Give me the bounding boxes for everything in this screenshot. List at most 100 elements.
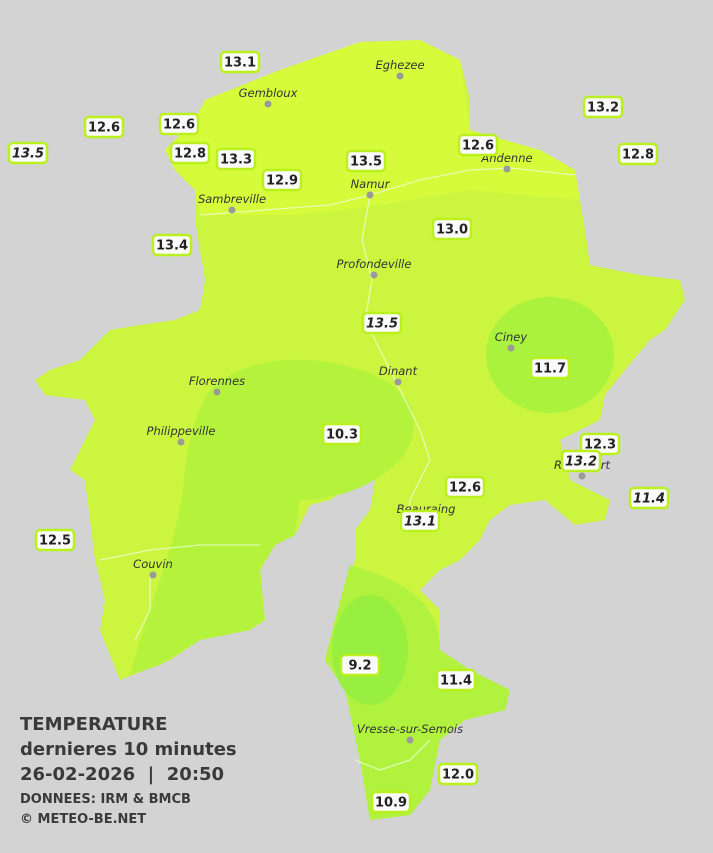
city-dot (507, 344, 515, 352)
station: 13.5 (7, 141, 49, 165)
city-dot (366, 191, 374, 199)
subtitle: dernieres 10 minutes (20, 739, 237, 760)
station-value: 9.2 (348, 659, 371, 674)
station: 13.2 (582, 95, 624, 119)
station-value: 13.1 (224, 56, 256, 71)
title: TEMPERATURE (20, 714, 167, 735)
city-dot (370, 271, 378, 279)
station: 12.8 (169, 141, 211, 165)
station: 12.6 (457, 133, 499, 157)
city-dot (406, 736, 414, 744)
station-value: 12.6 (163, 118, 195, 133)
city-dot (228, 206, 236, 214)
city-label: Couvin (133, 557, 173, 571)
city-dot (394, 378, 402, 386)
credit: © METEO-BE.NET (20, 812, 146, 827)
station-value: 12.6 (88, 121, 120, 136)
station-value: 12.6 (449, 481, 481, 496)
station: 10.9 (370, 790, 412, 814)
station-value: 13.4 (156, 239, 188, 254)
station-box (158, 112, 200, 136)
station-box (457, 133, 499, 157)
city-label: Vresse-sur-Semois (357, 722, 463, 736)
station-value: 12.8 (622, 148, 654, 163)
city-label: Sambreville (198, 192, 266, 206)
city-dot (578, 472, 586, 480)
station: 12.6 (83, 115, 125, 139)
station: 11.7 (529, 356, 571, 380)
station: 12.9 (261, 168, 303, 192)
station-value: 11.4 (440, 674, 472, 689)
station: 13.1 (399, 509, 441, 533)
city-label: Ciney (495, 330, 528, 344)
station-value: 12.0 (442, 768, 474, 783)
station-box (399, 509, 441, 533)
station-value: 13.5 (12, 147, 44, 162)
city-label: Profondeville (337, 257, 412, 271)
station-value: 12.5 (39, 534, 71, 549)
station-box (151, 233, 193, 257)
city-label: Philippeville (147, 424, 216, 438)
station-box (437, 762, 479, 786)
station-value: 10.9 (375, 796, 407, 811)
station-value: 11.7 (534, 362, 566, 377)
station-box (628, 486, 670, 510)
station: 12.5 (34, 528, 76, 552)
station-box (582, 95, 624, 119)
station-box (444, 475, 486, 499)
station: 12.8 (617, 142, 659, 166)
city-dot (213, 388, 221, 396)
station: 13.5 (361, 311, 403, 335)
station-box (83, 115, 125, 139)
station-value: 12.3 (584, 438, 616, 453)
station-value: 13.2 (565, 455, 597, 470)
station-box (34, 528, 76, 552)
station-box (617, 142, 659, 166)
city-dot (396, 72, 404, 80)
city-dot (503, 165, 511, 173)
station: 12.0 (437, 762, 479, 786)
station: 12.6 (444, 475, 486, 499)
station-value: 13.0 (436, 223, 468, 238)
station: 11.4 (435, 668, 477, 692)
station-box (361, 311, 403, 335)
station-value: 12.6 (462, 139, 494, 154)
station: 9.2 (339, 653, 381, 677)
station-value: 12.9 (266, 174, 298, 189)
city-label: Namur (351, 177, 391, 191)
station-value: 13.5 (366, 317, 398, 332)
station: 13.1 (219, 50, 261, 74)
station: 13.2 (560, 449, 602, 473)
cool-zone-ciney (486, 297, 614, 413)
station-box (345, 149, 387, 173)
station: 13.4 (151, 233, 193, 257)
station-box (370, 790, 412, 814)
city-label: Dinant (379, 364, 418, 378)
station-box (169, 141, 211, 165)
station-box (529, 356, 571, 380)
station-box (261, 168, 303, 192)
stations: 13.1 12.6 12.6 13.5 12.8 13.3 12.9 13.5 12.6 13.2… (7, 50, 670, 814)
station: 13.3 (215, 147, 257, 171)
station-value: 11.4 (633, 492, 665, 507)
station-box (339, 653, 381, 677)
station-value: 13.3 (220, 153, 252, 168)
source: DONNEES: IRM & BMCB (20, 792, 191, 807)
station: 12.6 (158, 112, 200, 136)
station-box (560, 449, 602, 473)
station: 11.4 (628, 486, 670, 510)
station-value: 12.8 (174, 147, 206, 162)
station-box (431, 217, 473, 241)
station-value: 13.5 (350, 155, 382, 170)
station: 13.5 (345, 149, 387, 173)
station-value: 13.2 (587, 101, 619, 116)
city-label: Gembloux (239, 86, 298, 100)
city-dot (177, 438, 185, 446)
city-label: Eghezee (375, 58, 424, 72)
station-box (435, 668, 477, 692)
city-dot (149, 571, 157, 579)
station-box (321, 422, 363, 446)
timestamp: 26-02-2026 | 20:50 (20, 764, 224, 785)
station-value: 10.3 (326, 428, 358, 443)
